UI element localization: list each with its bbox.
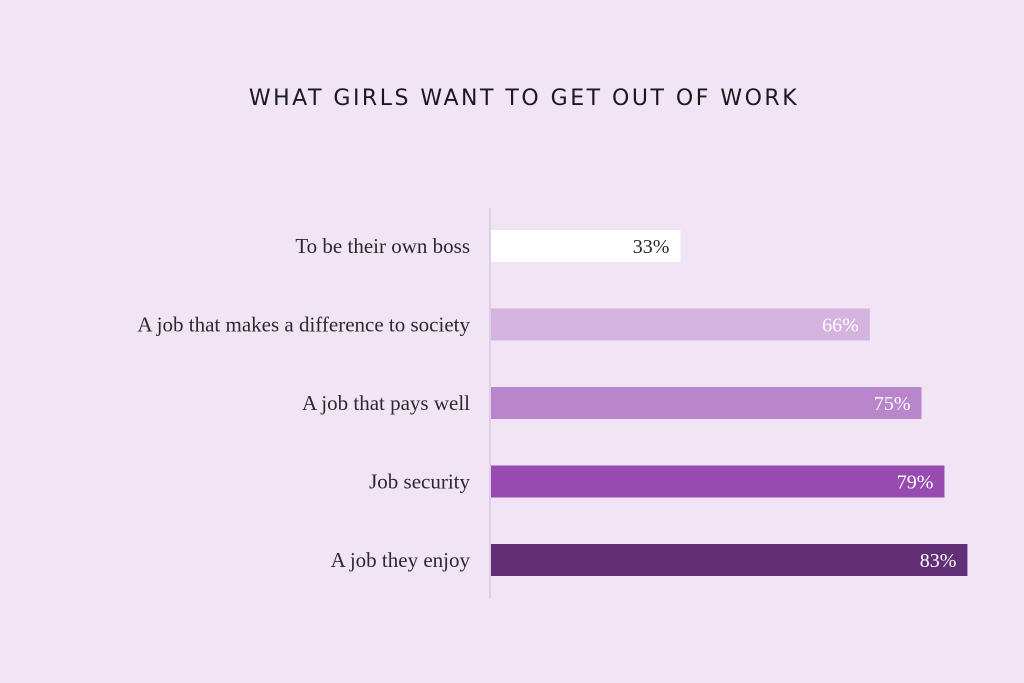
- category-labels-group: To be their own boss A job that makes a d…: [137, 234, 470, 572]
- bar-3: [491, 387, 922, 419]
- value-label-1: 33%: [633, 236, 670, 258]
- category-label-4: Job security: [369, 470, 470, 494]
- value-label-2: 66%: [822, 315, 859, 337]
- value-label-5: 83%: [920, 550, 957, 572]
- chart-title: WHAT GIRLS WANT TO GET OUT OF WORK: [248, 86, 800, 111]
- bars-group: [491, 230, 968, 576]
- category-label-2: A job that makes a difference to society: [137, 313, 470, 337]
- bar-2: [491, 308, 870, 341]
- bar-5: [491, 544, 968, 576]
- category-label-1: To be their own boss: [295, 234, 470, 258]
- value-label-4: 79%: [897, 472, 934, 494]
- value-labels-group: 33% 66% 75% 79% 83%: [633, 236, 957, 572]
- category-label-3: A job that pays well: [302, 391, 470, 415]
- bar-4: [491, 465, 945, 498]
- bar-1: [491, 230, 681, 262]
- category-label-5: A job they enjoy: [331, 548, 471, 572]
- value-label-3: 75%: [874, 393, 911, 415]
